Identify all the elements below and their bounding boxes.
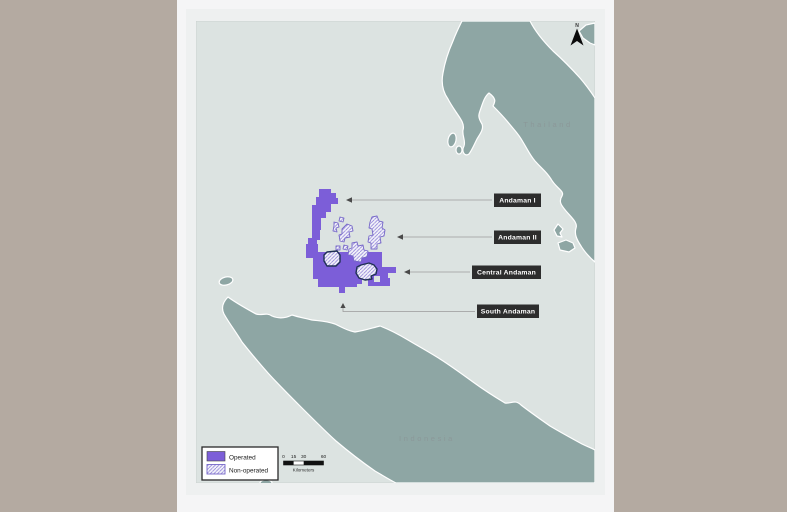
callout-south-andaman [477,304,539,318]
svg-text:N: N [575,23,579,29]
non-operated-cutouts [323,250,378,281]
svg-text:60: 60 [321,454,327,460]
callout-arrows [340,197,492,312]
svg-text:South Andaman: South Andaman [481,309,535,316]
island-small-2 [455,145,463,155]
callout-andaman-2 [494,230,541,244]
svg-text:Andaman I: Andaman I [499,198,536,205]
callout-central-andaman [472,265,541,279]
legend-swatch-non-operated [206,464,226,475]
callout-andaman-1 [494,193,541,207]
non-operated-blocks [332,215,386,263]
landmass-indonesia [222,296,595,483]
map-legend: Operated Non-operated [201,446,279,481]
block-notch [374,276,380,282]
island-small-1 [447,132,457,148]
svg-text:Central Andaman: Central Andaman [477,270,536,277]
north-arrow-icon: N [570,23,584,46]
island-diamond [553,223,564,238]
landmass-thailand [441,21,595,263]
svg-text:Non-operated: Non-operated [229,467,269,474]
andaman-blocks-map: Thailand Indonesia [196,21,595,483]
legend-swatch-operated [206,451,226,462]
island-oval [557,239,576,253]
scale-bar: 0 15 30 60 Kilometers [282,454,326,473]
svg-text:Operated: Operated [229,454,256,461]
svg-text:0: 0 [282,454,285,460]
svg-text:15: 15 [291,454,297,460]
svg-text:30: 30 [301,454,307,460]
island-northwest [218,276,234,286]
callout-labels: Andaman I Andaman II Central Andaman Sou… [472,193,541,318]
land-top-right [578,22,595,46]
svg-text:Andaman II: Andaman II [498,235,537,242]
country-label-thailand: Thailand [523,120,573,129]
country-label-indonesia: Indonesia [399,434,455,443]
svg-text:Kilometers: Kilometers [293,468,315,473]
